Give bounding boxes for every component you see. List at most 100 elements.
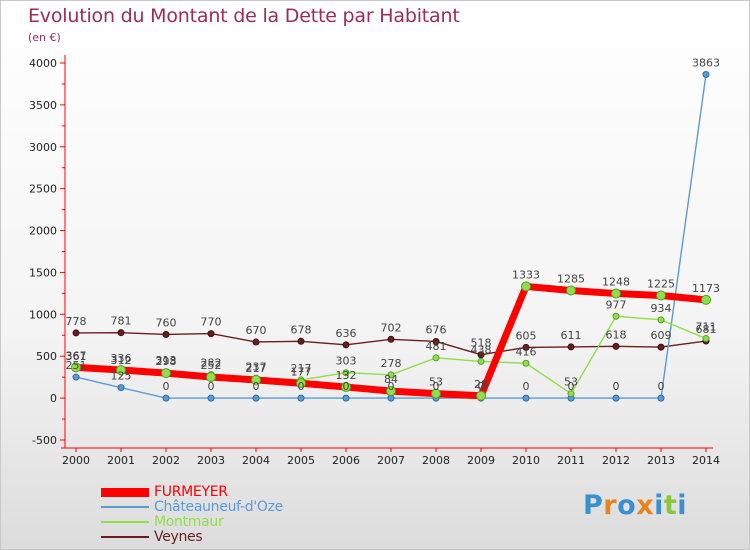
legend-label: Châteauneuf-d'Oze xyxy=(154,499,283,515)
data-label-1-7: 0 xyxy=(388,380,395,393)
data-label-3-13: 609 xyxy=(651,329,672,342)
y-tick-label: 500 xyxy=(36,350,57,363)
data-point-0-5 xyxy=(296,378,306,389)
data-label-2-3: 282 xyxy=(201,356,222,369)
data-point-2-7 xyxy=(387,371,395,379)
y-tick-label: 2500 xyxy=(29,183,57,196)
y-tick-label: 2000 xyxy=(29,225,57,238)
data-point-3-6 xyxy=(342,341,350,349)
x-tick-label: 2011 xyxy=(557,454,585,467)
data-label-1-5: 0 xyxy=(298,380,305,393)
y-tick-label: 1500 xyxy=(29,266,57,279)
legend-swatch xyxy=(101,536,149,538)
data-point-2-13 xyxy=(657,316,665,324)
x-tick-label: 2009 xyxy=(467,454,495,467)
proxiti-logo: Proxiti xyxy=(583,490,687,521)
x-tick-label: 2005 xyxy=(287,454,315,467)
x-tick-label: 2004 xyxy=(242,454,270,467)
legend-label: Veynes xyxy=(154,529,203,545)
data-point-3-4 xyxy=(252,338,260,346)
x-tick-label: 2000 xyxy=(62,454,90,467)
y-tick-label: 3500 xyxy=(29,99,57,112)
data-label-3-12: 618 xyxy=(606,328,627,341)
data-point-3-5 xyxy=(297,337,305,345)
y-tick-label: 1000 xyxy=(29,308,57,321)
legend-swatch xyxy=(101,488,149,497)
logo-letter: i xyxy=(654,490,664,521)
data-label-2-12: 977 xyxy=(606,298,627,311)
data-point-0-8 xyxy=(431,388,441,399)
data-point-1-4 xyxy=(252,394,260,402)
logo-letter: t xyxy=(663,490,678,521)
data-label-2-11: 53 xyxy=(564,376,578,389)
data-label-3-5: 678 xyxy=(291,323,312,336)
data-point-1-3 xyxy=(207,394,215,402)
data-point-0-2 xyxy=(161,368,171,379)
data-label-1-9: 0 xyxy=(478,380,485,393)
data-label-3-2: 760 xyxy=(156,316,177,329)
data-point-1-12 xyxy=(612,394,620,402)
data-label-0-1: 336 xyxy=(111,352,132,365)
logo-letter: o xyxy=(617,490,637,521)
data-point-1-6 xyxy=(342,394,350,402)
data-label-1-12: 0 xyxy=(613,380,620,393)
data-label-1-4: 0 xyxy=(253,380,260,393)
data-point-0-3 xyxy=(206,371,216,382)
data-label-3-4: 670 xyxy=(246,324,267,337)
x-tick-label: 2012 xyxy=(602,454,630,467)
data-label-3-0: 778 xyxy=(66,315,87,328)
data-label-1-0: 251 xyxy=(66,359,87,372)
data-label-1-3: 0 xyxy=(208,380,215,393)
chart-title: Evolution du Montant de la Dette par Hab… xyxy=(28,5,460,27)
data-point-0-12 xyxy=(611,288,621,299)
series-lines xyxy=(72,73,710,400)
data-label-0-12: 1248 xyxy=(602,276,630,289)
y-tick-label: 0 xyxy=(50,392,57,405)
data-point-3-13 xyxy=(657,343,665,351)
data-point-3-3 xyxy=(207,330,215,338)
data-point-3-9 xyxy=(477,351,485,359)
data-label-0-8: 53 xyxy=(429,376,443,389)
x-tick-label: 2008 xyxy=(422,454,450,467)
chart-axes: -500 0 500 1000 1500 2000 2500 3000 3500 4000 2000… xyxy=(29,55,720,467)
logo-letter: i xyxy=(677,490,688,521)
x-tick-label: 2013 xyxy=(647,454,675,467)
data-label-3-3: 770 xyxy=(201,316,222,329)
data-point-0-11 xyxy=(566,285,576,296)
data-label-2-0: 361 xyxy=(66,350,87,363)
data-label-0-5: 177 xyxy=(291,365,312,378)
data-label-3-11: 611 xyxy=(561,329,582,342)
data-point-2-8 xyxy=(432,354,440,362)
data-point-3-7 xyxy=(387,335,395,343)
data-point-3-8 xyxy=(432,337,440,345)
data-point-1-1 xyxy=(117,384,125,392)
data-point-0-7 xyxy=(386,386,396,397)
data-label-1-6: 0 xyxy=(343,380,350,393)
data-point-1-10 xyxy=(522,394,530,402)
logo-letter: x xyxy=(636,490,655,521)
x-tick-label: 2010 xyxy=(512,454,540,467)
x-tick-label: 2007 xyxy=(377,454,405,467)
data-label-1-8: 0 xyxy=(433,380,440,393)
data-point-1-14 xyxy=(702,70,710,78)
data-point-0-4 xyxy=(251,374,261,385)
data-label-1-10: 0 xyxy=(523,380,530,393)
data-label-2-14: 711 xyxy=(696,321,717,334)
data-label-0-10: 1333 xyxy=(512,268,540,281)
logo-letter: r xyxy=(603,490,618,521)
y-tick-label: 3000 xyxy=(29,141,57,154)
data-point-3-1 xyxy=(117,329,125,337)
data-label-2-7: 278 xyxy=(381,357,402,370)
data-label-3-7: 702 xyxy=(381,321,402,334)
series-line-1 xyxy=(75,73,707,399)
data-label-1-11: 0 xyxy=(568,380,575,393)
data-label-2-9: 438 xyxy=(471,343,492,356)
x-tick-label: 2002 xyxy=(152,454,180,467)
chart-unit-label: (en €) xyxy=(28,31,61,44)
x-tick-label: 2003 xyxy=(197,454,225,467)
data-label-0-7: 84 xyxy=(384,373,398,386)
data-label-0-0: 367 xyxy=(66,349,87,362)
data-point-3-11 xyxy=(567,343,575,351)
y-tick-label: 4000 xyxy=(29,57,57,70)
